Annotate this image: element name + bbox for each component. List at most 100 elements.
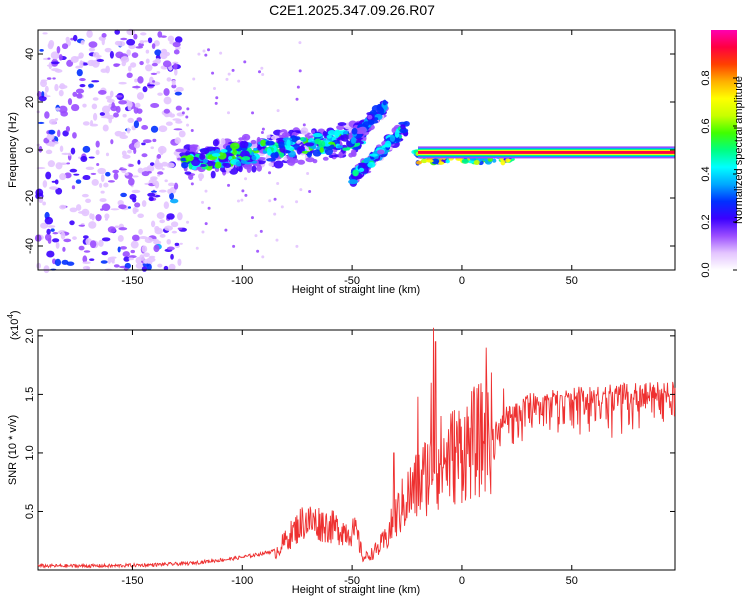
trail-blob — [191, 158, 201, 167]
noise-blob — [127, 117, 134, 124]
noise-blob — [113, 172, 119, 180]
noise-blob — [114, 29, 121, 35]
trail-blob — [331, 136, 336, 142]
noise-blob — [261, 73, 265, 77]
noise-blob — [244, 177, 248, 181]
noise-blob — [150, 190, 158, 193]
noise-blob — [179, 242, 183, 245]
snr-y-scale-base: (x10 — [9, 319, 21, 340]
noise-blob — [226, 111, 230, 115]
noise-blob — [61, 259, 69, 265]
trail-blob — [328, 154, 334, 159]
noise-blob — [72, 91, 78, 97]
noise-blob — [166, 77, 172, 82]
noise-blob — [134, 202, 141, 208]
chart-title: C2E1.2025.347.09.26.R07 — [269, 2, 435, 18]
snr-y-scale-close: ) — [9, 310, 21, 314]
spectrogram-y-tick-label: 0 — [24, 147, 36, 153]
trail-blob — [326, 134, 332, 139]
noise-blob — [120, 37, 128, 41]
noise-blob — [146, 257, 156, 263]
trail-blob — [337, 122, 347, 126]
noise-blob — [90, 172, 97, 175]
spectrogram-x-tick-label: 0 — [459, 275, 465, 287]
trail-blob — [256, 164, 262, 172]
noise-blob — [133, 33, 138, 40]
noise-blob — [132, 207, 138, 215]
noise-blob — [168, 263, 176, 271]
noise-blob — [43, 265, 50, 274]
noise-blob — [102, 124, 109, 132]
trail-blob — [295, 140, 301, 144]
noise-blob — [78, 224, 86, 227]
noise-blob — [101, 251, 109, 256]
noise-blob — [157, 171, 164, 175]
noise-blob — [107, 226, 116, 233]
noise-blob — [105, 171, 111, 177]
noise-blob — [141, 266, 148, 272]
noise-blob — [119, 246, 128, 250]
noise-blob — [273, 197, 277, 201]
trail-blob — [206, 146, 216, 152]
trail-blob — [241, 156, 251, 161]
noise-blob — [133, 106, 139, 114]
noise-blob — [126, 127, 131, 134]
trail-blob — [319, 147, 325, 153]
noise-blob — [89, 123, 99, 127]
noise-blob — [204, 222, 208, 226]
noise-blob — [147, 37, 153, 44]
noise-blob — [227, 183, 231, 187]
noise-blob — [78, 245, 85, 251]
trail-blob — [278, 141, 285, 149]
noise-blob — [110, 139, 114, 145]
trail-blob — [238, 164, 243, 173]
trail-blob — [272, 145, 277, 153]
trail-blob — [299, 145, 305, 151]
noise-blob — [82, 175, 91, 181]
snr-y-tick-label: 2.0 — [24, 328, 36, 343]
noise-blob — [237, 79, 241, 83]
noise-blob — [156, 71, 161, 74]
noise-blob — [154, 49, 162, 56]
trail-blob — [279, 152, 285, 158]
noise-blob — [71, 104, 80, 112]
trail-blob — [184, 171, 192, 175]
noise-blob — [40, 79, 48, 82]
noise-blob — [45, 171, 52, 180]
noise-blob — [137, 159, 141, 165]
noise-blob — [143, 252, 150, 257]
noise-blob — [117, 235, 124, 242]
noise-blob — [65, 36, 70, 42]
noise-blob — [47, 57, 51, 60]
branch-blob — [369, 153, 378, 157]
noise-blob — [99, 182, 103, 188]
noise-blob — [44, 111, 50, 119]
noise-blob — [140, 32, 147, 36]
noise-blob — [103, 182, 109, 188]
trail-blob — [268, 162, 274, 167]
snr-x-tick-label: -100 — [231, 575, 253, 587]
noise-blob — [97, 167, 107, 175]
noise-blob — [44, 85, 49, 93]
noise-blob — [59, 173, 67, 181]
noise-blob — [106, 98, 115, 103]
noise-blob — [154, 58, 161, 64]
noise-blob — [243, 60, 247, 64]
spectrogram-y-ticks: -40 -20 0 20 40 — [24, 48, 675, 254]
noise-blob — [118, 168, 128, 171]
noise-blob — [123, 256, 130, 262]
noise-blob — [48, 129, 56, 135]
noise-blob — [47, 237, 52, 244]
noise-blob — [101, 237, 111, 242]
noise-blob — [157, 92, 163, 96]
noise-blob — [166, 238, 172, 245]
snr-y-scale-exponent: 4 — [6, 314, 15, 319]
noise-blob — [145, 49, 150, 54]
noise-blob — [127, 149, 132, 154]
noise-blob — [59, 83, 66, 90]
noise-blob — [155, 158, 160, 167]
spectrogram-y-axis-label: Frequency (Hz) — [7, 112, 19, 188]
noise-blob — [50, 51, 60, 60]
noise-blob — [97, 89, 107, 95]
